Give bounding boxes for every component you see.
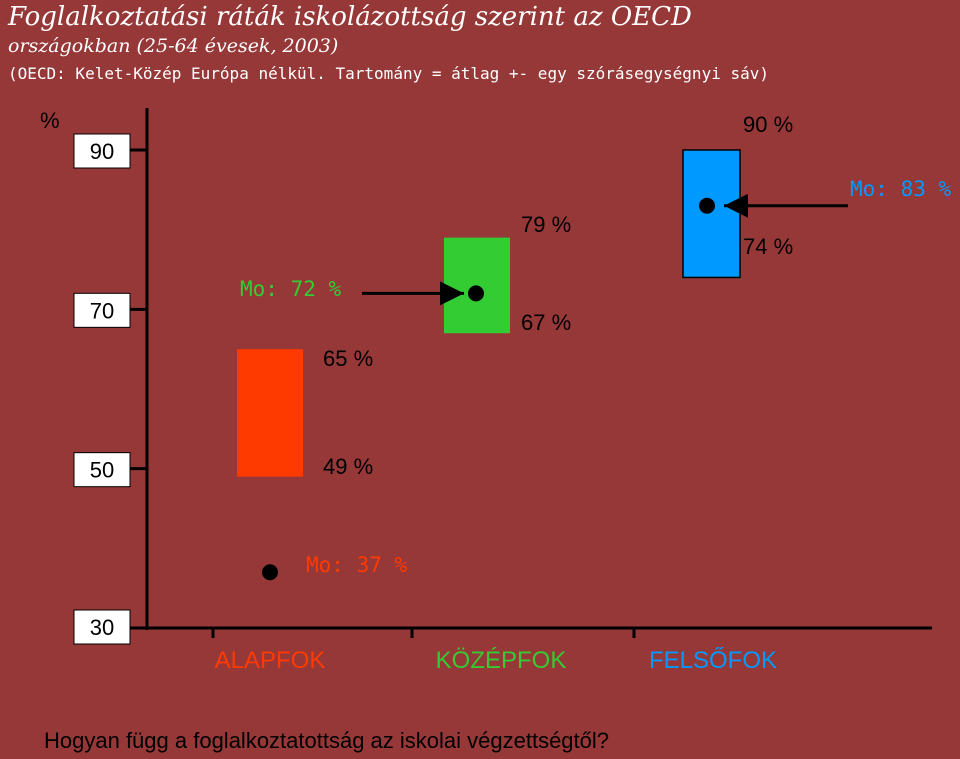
range-bar (682, 149, 741, 279)
y-tick-box (73, 292, 131, 328)
range-low-label: 67 % (521, 310, 571, 335)
range-low-label: 49 % (323, 454, 373, 479)
x-tick-label: KÖZÉPFOK (436, 647, 567, 674)
range-low-label: 74 % (743, 234, 793, 259)
hungary-label: Mo: 37 % (306, 553, 408, 577)
range-bar (444, 237, 510, 334)
y-tick-box (73, 609, 131, 645)
chart-note: (OECD: Kelet-Közép Európa nélkül. Tartom… (8, 64, 769, 83)
chart-title: Foglalkoztatási ráták iskolázottság szer… (8, 2, 692, 32)
hungary-point (468, 285, 484, 302)
y-tick-box (73, 133, 131, 169)
y-tick-box (73, 452, 131, 488)
y-tick-label: 90 (90, 139, 114, 164)
range-high-label: 90 % (743, 112, 793, 137)
y-tick-label: 70 (90, 298, 114, 323)
x-tick-label: ALAPFOK (215, 647, 326, 674)
hungary-point (262, 564, 278, 581)
chart-subtitle: országokban (25-64 évesek, 2003) (8, 35, 339, 57)
range-high-label: 65 % (323, 346, 373, 371)
hungary-label: Mo: 72 % (240, 277, 342, 301)
y-tick-label: 50 (90, 458, 114, 483)
x-tick-label: FELSŐFOK (649, 647, 777, 674)
range-high-label: 79 % (521, 212, 571, 237)
y-axis-label: % (40, 108, 60, 133)
chart-footer-question: Hogyan függ a foglalkoztatottság az isko… (44, 728, 610, 753)
hungary-label: Mo: 83 % (850, 177, 952, 201)
y-tick-label: 30 (90, 615, 114, 640)
range-bar (237, 349, 303, 477)
hungary-point (699, 197, 715, 214)
